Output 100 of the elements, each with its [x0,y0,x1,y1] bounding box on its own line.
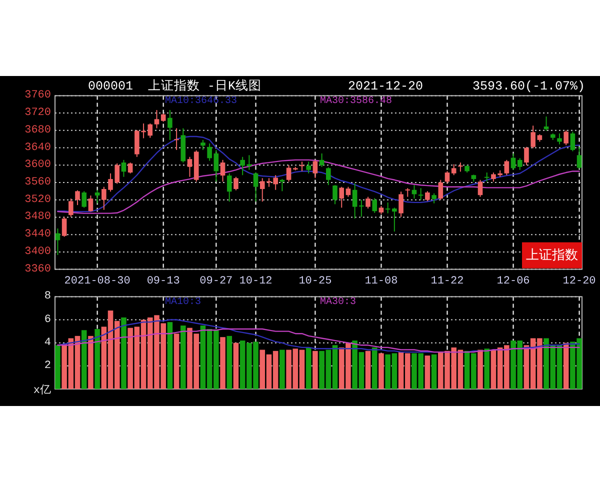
candlestick [187,156,192,178]
chart-title: 000001 上证指数 -日K线图 [88,78,262,94]
x-tick-label: 12-20 [562,275,596,288]
bar [55,345,60,389]
candlestick [253,172,258,202]
y-tick-label: 2 [44,360,51,372]
bar [424,356,430,389]
y-tick-label: 3520 [24,194,51,206]
line-series [57,159,580,214]
candlestick [352,182,358,220]
candlestick [82,190,87,208]
bar [180,326,186,389]
x-tick-label: 11-08 [364,275,398,288]
candlestick [484,172,490,182]
candlestick [226,172,232,202]
candlestick [398,191,404,218]
x-tick-label: 12-06 [496,275,530,288]
candlestick [405,188,410,198]
y-tick-label: 3480 [24,211,51,224]
candlestick [392,207,397,232]
y-tick-label: 3680 [24,124,51,136]
candlestick [418,188,424,200]
y-tick-label: 3560 [24,176,51,188]
x-tick-label: 11-22 [430,275,464,288]
candlestick [438,179,444,200]
candlestick [240,156,245,176]
bar [233,342,239,389]
candlestick [128,162,133,174]
candlestick [458,162,463,172]
candlestick [339,186,344,208]
candlestick [570,131,576,152]
bar [431,354,437,389]
candlestick [366,196,370,210]
chart-subtitle: 2021-12-20 [348,80,424,94]
candlestick [62,216,67,238]
candlestick [478,179,483,198]
y-tick-label: 4 [44,336,52,349]
y-tick-label: 6 [44,314,51,326]
candlestick [510,152,516,170]
candlestick [319,152,324,168]
candlestick [300,161,304,172]
candlestick [524,146,529,166]
y-tick-label: 3760 [24,90,51,102]
candlestick [326,166,331,186]
candlestick [530,125,536,149]
y-axis-title: x亿 [33,384,51,397]
bar [378,353,384,389]
candlestick [432,192,436,204]
annotation: 上证指数 [526,248,578,263]
bar [478,350,483,389]
y-tick-label: 3440 [24,228,51,241]
x-tick-label: 09-13 [146,275,180,288]
candlestick [88,195,94,212]
candlestick [385,202,390,214]
bar [312,350,318,389]
candlestick [359,199,364,218]
x-tick-label: 09-27 [200,275,233,288]
y-tick-label: 3640 [24,142,51,154]
candlestick [372,198,378,214]
candlestick [68,198,74,218]
candlestick [154,110,160,129]
y-tick-label: 3400 [24,246,51,258]
bar [88,336,94,389]
x-tick-label: 10-25 [298,275,332,288]
bar [94,329,100,389]
line-series [57,328,580,353]
bar [484,348,490,389]
bar [563,342,569,389]
text: MA30:3586.48 [320,96,392,108]
candlestick [174,128,179,150]
text: MA30:3 [320,297,356,308]
bar [220,337,226,389]
bar [121,317,126,389]
y-tick-label: 3720 [24,107,51,120]
candlestick [234,176,238,191]
series-label: MA10:3 [165,297,202,308]
candlestick [306,161,311,174]
candlestick [564,130,568,146]
candlestick [444,170,450,184]
candlestick [504,159,510,176]
text: MA10:3646.33 [165,96,238,108]
bar [365,350,371,389]
bar [174,334,180,389]
candlestick [286,164,292,182]
candlestick [544,116,549,132]
text: 3593.60(-1.07%) [472,80,585,94]
y-tick-label: 3360 [24,263,51,276]
y-tick-label: 3600 [24,159,51,172]
candlestick [451,164,456,176]
bar [167,322,173,389]
bar [306,347,312,389]
candlestick [200,139,206,150]
candlestick [346,186,351,198]
candlestick [214,149,219,182]
candlestick [75,190,80,206]
candlestick [576,146,582,170]
x-tick-label: 10-12 [239,275,272,288]
x-tick-label: 2021-08-30 [64,275,130,288]
bar [372,347,378,389]
bar [81,330,87,389]
